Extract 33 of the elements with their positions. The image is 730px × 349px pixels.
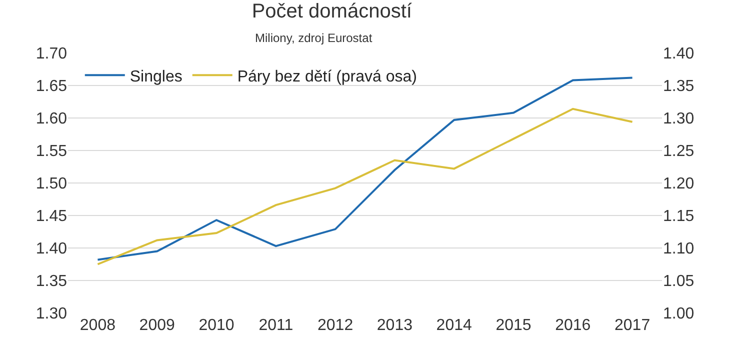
y-tick-label: 1.50 — [36, 176, 68, 193]
x-tick-label: 2009 — [139, 317, 175, 334]
chart-title: Počet domácností — [252, 0, 412, 22]
x-tick-label: 2014 — [436, 317, 472, 334]
y-tick-label: 1.70 — [36, 46, 68, 63]
y-tick-label: 1.30 — [36, 306, 68, 323]
y2-tick-label: 1.35 — [663, 78, 694, 96]
y2-tick-label: 1.40 — [663, 46, 694, 63]
x-tick-label: 2017 — [614, 317, 650, 334]
x-tick-label: 2012 — [318, 317, 354, 334]
y2-tick-label: 1.15 — [663, 208, 694, 226]
line-series — [96, 108, 634, 266]
x-tick-label: 2008 — [80, 317, 116, 334]
legend-label: Páry bez dětí (pravá osa) — [237, 68, 418, 86]
y-tick-label: 1.60 — [36, 110, 68, 128]
y-tick-label: 1.35 — [36, 273, 68, 290]
x-tick-label: 2016 — [555, 317, 591, 334]
legend-label: Singles — [130, 68, 182, 86]
y2-tick-label: 1.25 — [663, 143, 694, 160]
y-tick-label: 1.40 — [36, 240, 68, 258]
y-tick-label: 1.45 — [36, 208, 68, 226]
x-tick-label: 2010 — [198, 317, 234, 334]
y2-tick-label: 1.20 — [663, 176, 694, 193]
y2-tick-label: 1.05 — [663, 273, 694, 290]
y2-tick-label: 1.10 — [663, 240, 694, 258]
y-tick-label: 1.65 — [36, 78, 68, 96]
y-tick-label: 1.55 — [36, 143, 68, 160]
y2-tick-label: 1.30 — [663, 110, 694, 128]
y2-tick-label: 1.00 — [663, 306, 694, 323]
x-tick-label: 2015 — [496, 317, 532, 334]
chart-subtitle: Miliony, zdroj Eurostat — [255, 31, 373, 45]
x-tick-label: 2013 — [376, 317, 413, 334]
x-tick-label: 2011 — [258, 317, 294, 334]
